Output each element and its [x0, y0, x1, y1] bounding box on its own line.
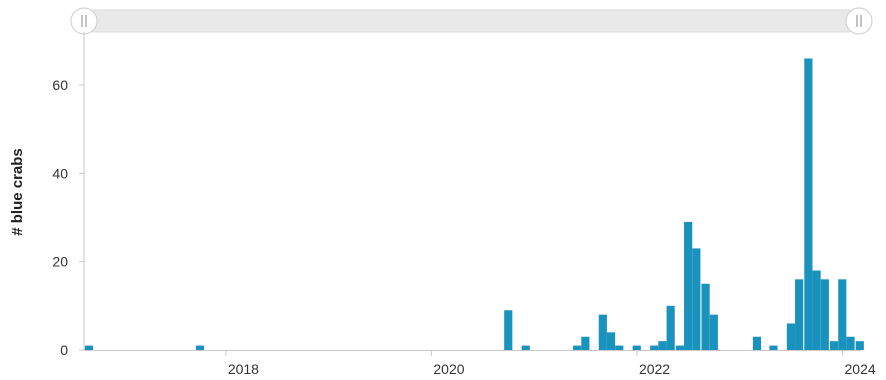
bar — [795, 279, 804, 350]
y-axis: 0 20 40 60 — [52, 77, 84, 358]
x-axis: 2018 2020 2022 2024 — [225, 350, 876, 377]
bar — [675, 345, 684, 350]
bar — [692, 248, 701, 350]
bar — [812, 270, 821, 350]
bar — [666, 305, 675, 350]
bar — [846, 336, 855, 350]
y-tick-label: 20 — [52, 254, 68, 270]
x-tick-label: 2024 — [845, 361, 876, 377]
grip-lines-icon — [856, 15, 862, 27]
x-tick-label: 2022 — [639, 361, 670, 377]
y-axis-title: # blue crabs — [9, 148, 26, 236]
bar — [804, 58, 813, 350]
slider-track[interactable] — [83, 9, 860, 33]
bar — [855, 341, 864, 350]
y-tick-label: 40 — [52, 165, 68, 181]
bar — [521, 345, 530, 350]
bar — [84, 345, 94, 350]
bar — [573, 345, 582, 350]
bar — [709, 314, 718, 350]
bar — [650, 345, 659, 350]
bar — [701, 283, 710, 350]
bar — [598, 314, 607, 350]
bar — [838, 279, 847, 350]
x-tick-label: 2018 — [228, 361, 259, 377]
y-tick-label: 0 — [60, 342, 68, 358]
bar — [658, 341, 667, 350]
bar — [684, 221, 693, 350]
range-slider[interactable] — [70, 7, 873, 35]
bar — [786, 323, 795, 350]
bar — [830, 341, 839, 350]
slider-left-handle[interactable] — [70, 7, 98, 35]
axes — [83, 32, 861, 351]
x-tick-label: 2020 — [433, 361, 464, 377]
bars — [84, 58, 864, 350]
bar — [632, 345, 641, 350]
slider-right-handle[interactable] — [845, 7, 873, 35]
bar — [581, 336, 590, 350]
grip-lines-icon — [81, 15, 87, 27]
bar — [615, 345, 624, 350]
bar — [195, 345, 205, 350]
y-tick-label: 60 — [52, 77, 68, 93]
bar — [504, 310, 513, 350]
bar — [752, 336, 762, 350]
bar — [820, 279, 829, 350]
bar — [606, 332, 616, 350]
bar — [769, 345, 778, 350]
